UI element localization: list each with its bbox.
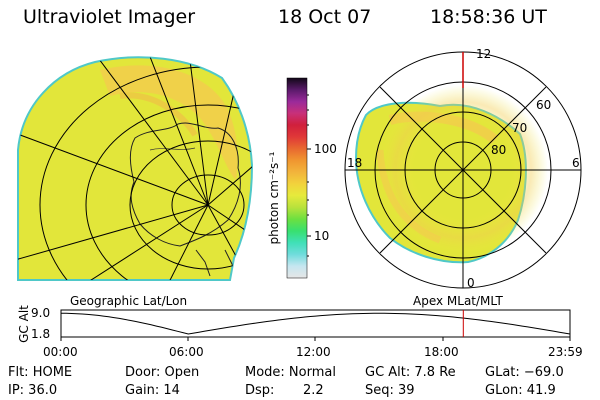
status-ip: IP: 36.0 xyxy=(8,383,58,398)
x-tick-1800: 18:00 xyxy=(424,345,459,359)
status-gain: Gain: 14 xyxy=(125,383,180,398)
mlt-label-6: 6 xyxy=(572,156,580,170)
status-mode: Mode: Normal xyxy=(245,365,336,380)
mlt-label-12: 12 xyxy=(476,47,492,61)
x-tick-1200: 12:00 xyxy=(296,345,331,359)
colorbar-unit-label: photon cm⁻²s⁻¹ xyxy=(267,151,281,245)
status-dsp-value: 2.2 xyxy=(303,383,324,398)
colorbar-tick-100: 100 xyxy=(314,142,337,156)
status-glon: GLon: 41.9 xyxy=(485,383,556,398)
altitude-ylabel: GC Alt xyxy=(17,305,31,343)
colorbar-scale xyxy=(286,77,308,279)
x-tick-2359: 23:59 xyxy=(548,345,583,359)
meridians xyxy=(18,57,252,280)
polar-plot xyxy=(344,51,582,289)
colorbar-ticks xyxy=(307,94,311,257)
altitude-frame xyxy=(60,309,571,338)
mlt-lines xyxy=(345,52,581,288)
header-date: 18 Oct 07 xyxy=(278,6,372,28)
altitude-curve xyxy=(61,312,571,335)
x-tick-0600: 06:00 xyxy=(169,345,204,359)
altitude-ymax-label: 9.0 xyxy=(31,306,51,320)
status-seq: Seq: 39 xyxy=(365,383,415,398)
header-time: 18:58:36 UT xyxy=(430,6,547,28)
mlat-label-60: 60 xyxy=(536,98,552,112)
status-glat: GLat: −69.0 xyxy=(485,365,564,380)
aurora-band-left xyxy=(100,65,238,180)
status-gc-alt: GC Alt: 7.8 Re xyxy=(365,365,456,380)
colorbar-tick-10: 10 xyxy=(314,229,330,243)
mlat-label-80: 80 xyxy=(491,143,507,157)
x-tick-0000: 00:00 xyxy=(43,345,78,359)
left-panel-caption: Geographic Lat/Lon xyxy=(70,294,188,308)
mlat-label-70: 70 xyxy=(512,121,528,135)
mlt-label-18: 18 xyxy=(347,156,363,170)
status-dsp-label: Dsp: xyxy=(245,383,275,398)
colorbar xyxy=(286,77,311,279)
altitude-x-ticks xyxy=(60,337,571,341)
right-panel-caption: Apex MLat/MLT xyxy=(413,294,503,308)
status-door: Door: Open xyxy=(125,365,200,380)
altitude-ymin-label: 1.8 xyxy=(31,327,51,341)
geographic-image-field xyxy=(17,56,254,281)
status-flt: Flt: HOME xyxy=(8,365,73,380)
geographic-image xyxy=(17,56,254,281)
instrument-title: Ultraviolet Imager xyxy=(23,6,196,28)
mlt-label-0: 0 xyxy=(467,276,475,290)
altitude-plot xyxy=(60,309,571,341)
